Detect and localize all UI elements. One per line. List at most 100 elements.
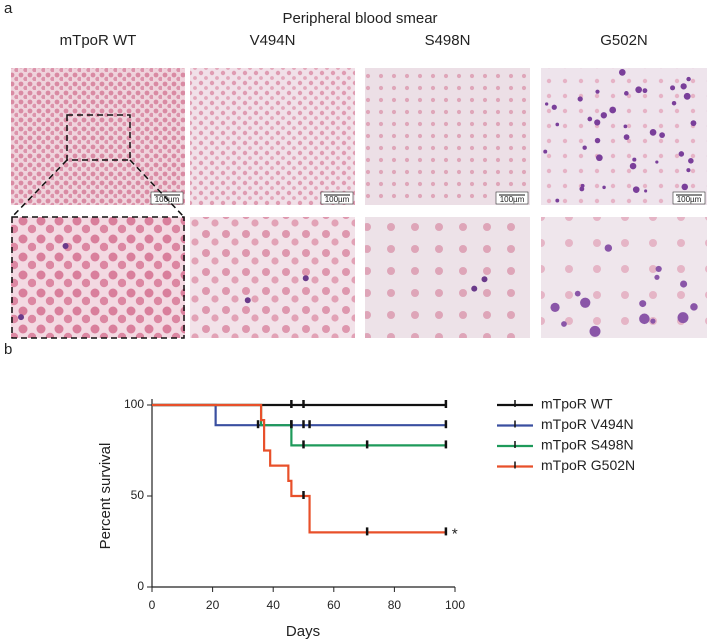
- stained-cell: [596, 154, 603, 162]
- micrograph: [190, 68, 355, 205]
- stained-cell: [594, 137, 601, 144]
- stained-cell: [654, 274, 660, 280]
- stained-cell: [550, 302, 560, 313]
- stained-cell: [680, 83, 687, 90]
- stained-cell: [690, 120, 697, 127]
- stained-cell: [602, 185, 606, 190]
- micrographs: mTpoR WT100µmV494N100µmS498N100µmG502N10…: [11, 32, 707, 339]
- stained-cell: [659, 132, 665, 139]
- zoom-region: [66, 114, 131, 161]
- stained-cell: [624, 91, 629, 96]
- panel-label: a: [4, 0, 13, 17]
- column-title: V494N: [250, 32, 296, 49]
- stained-cell: [650, 318, 656, 324]
- stained-cell: [302, 275, 309, 282]
- stained-cell: [688, 158, 694, 164]
- stained-cell: [580, 297, 591, 308]
- stained-cell: [244, 297, 251, 304]
- stained-cell: [600, 112, 607, 119]
- y-tick-label: 50: [131, 488, 145, 502]
- stained-cell: [594, 119, 601, 126]
- micrograph-zoom: [365, 217, 530, 338]
- stained-cell: [639, 313, 650, 325]
- stained-cell: [471, 285, 478, 292]
- scale-bar-label: 100µm: [677, 195, 702, 204]
- y-axis-label: Percent survival: [97, 443, 114, 550]
- stained-cell: [677, 312, 689, 324]
- micrograph: [11, 68, 185, 205]
- stained-cell: [649, 129, 657, 136]
- stained-cell: [609, 106, 617, 114]
- zoom-connector: [11, 159, 68, 218]
- stained-cell: [561, 321, 567, 327]
- stained-cell: [670, 85, 676, 91]
- micrograph-zoom: [190, 217, 355, 338]
- stained-cell: [555, 198, 560, 203]
- stained-cell: [678, 151, 685, 157]
- x-tick-label: 0: [149, 598, 156, 612]
- survival-curve: [152, 403, 446, 534]
- panel-label: b: [4, 341, 12, 358]
- y-tick-label: 100: [124, 397, 144, 411]
- stained-cell: [686, 76, 691, 82]
- scale-bar-label: 100µm: [325, 195, 350, 204]
- stained-cell: [595, 89, 600, 94]
- stained-cell: [18, 314, 25, 321]
- panel-title: Peripheral blood smear: [282, 10, 437, 27]
- stained-cell: [589, 325, 601, 337]
- stained-cell: [623, 124, 628, 129]
- x-axis-label: Days: [286, 623, 320, 640]
- stained-cell: [639, 300, 647, 308]
- y-tick-label: 0: [137, 579, 144, 593]
- stained-cell: [642, 88, 648, 94]
- micrograph-zoom: [11, 217, 185, 338]
- survival-curve: [152, 403, 446, 427]
- stained-cell: [481, 276, 488, 283]
- x-tick-label: 100: [445, 598, 465, 612]
- stained-cell: [577, 96, 583, 102]
- x-tick-label: 20: [206, 598, 220, 612]
- column-title: G502N: [600, 32, 648, 49]
- stained-cell: [543, 149, 548, 154]
- stained-cell: [635, 86, 643, 94]
- stained-cell: [632, 186, 640, 193]
- stained-cell: [644, 189, 648, 193]
- zoom-border: [11, 216, 185, 339]
- stained-cell: [582, 145, 587, 150]
- legend-label: mTpoR V494N: [541, 416, 634, 432]
- column-title: S498N: [425, 32, 471, 49]
- stained-cell: [655, 160, 659, 164]
- stained-cell: [545, 102, 549, 106]
- x-tick-label: 80: [388, 598, 402, 612]
- column-title: mTpoR WT: [60, 32, 137, 49]
- x-tick-label: 60: [327, 598, 341, 612]
- stained-cell: [587, 116, 593, 122]
- x-tick-label: 40: [267, 598, 281, 612]
- stained-cell: [580, 183, 585, 188]
- scale-bar-label: 100µm: [500, 195, 525, 204]
- legend-label: mTpoR G502N: [541, 457, 635, 473]
- stained-cell: [681, 183, 689, 191]
- stained-cell: [618, 69, 626, 76]
- stained-cell: [62, 243, 69, 250]
- zoom-connector: [129, 159, 185, 218]
- stained-cell: [555, 122, 560, 127]
- stained-cell: [574, 290, 581, 297]
- micrograph: [365, 68, 530, 205]
- stained-cell: [632, 157, 637, 162]
- stained-cell: [623, 134, 630, 141]
- legend-label: mTpoR WT: [541, 396, 613, 412]
- stained-cell: [551, 104, 557, 110]
- legend-label: mTpoR S498N: [541, 437, 634, 453]
- stained-cell: [604, 244, 613, 252]
- stained-cell: [629, 162, 637, 170]
- stained-cell: [690, 303, 698, 311]
- stained-cell: [683, 92, 691, 100]
- stained-cell: [579, 186, 585, 192]
- stained-cell: [655, 265, 662, 273]
- stained-cell: [686, 168, 691, 173]
- stained-cell: [671, 100, 677, 106]
- annotation: *: [452, 525, 458, 542]
- stained-cell: [680, 280, 688, 288]
